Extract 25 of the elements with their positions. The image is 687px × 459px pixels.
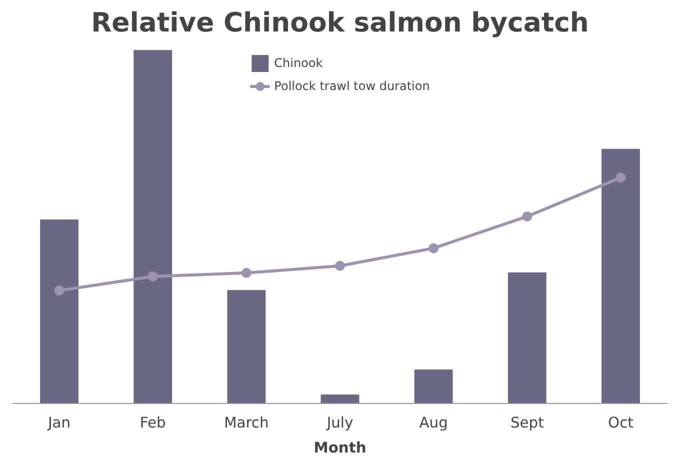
point (335, 260, 345, 271)
x-tick-label: Jan (46, 414, 71, 432)
bar (134, 50, 172, 404)
chart-title: Relative Chinook salmon bycatch (91, 8, 589, 38)
x-tick-label: July (326, 414, 354, 432)
point (522, 211, 532, 222)
legend-label: Pollock trawl tow duration (274, 79, 430, 93)
point (54, 286, 64, 296)
bar (602, 148, 640, 404)
x-tick-label: Feb (140, 414, 166, 432)
x-tick-label: Oct (608, 414, 634, 432)
bar (414, 369, 453, 404)
x-tick-label: March (224, 414, 269, 432)
point (428, 243, 439, 254)
point (616, 172, 626, 183)
bar (227, 290, 266, 404)
x-tick-label: Sept (510, 414, 544, 432)
bar (40, 219, 78, 404)
bar (508, 272, 546, 404)
point (241, 268, 252, 278)
point (148, 271, 158, 282)
x-axis-title: Month (314, 440, 366, 456)
bar (320, 394, 360, 404)
x-tick-label: Aug (419, 414, 448, 432)
legend-label: Chinook (274, 56, 323, 70)
